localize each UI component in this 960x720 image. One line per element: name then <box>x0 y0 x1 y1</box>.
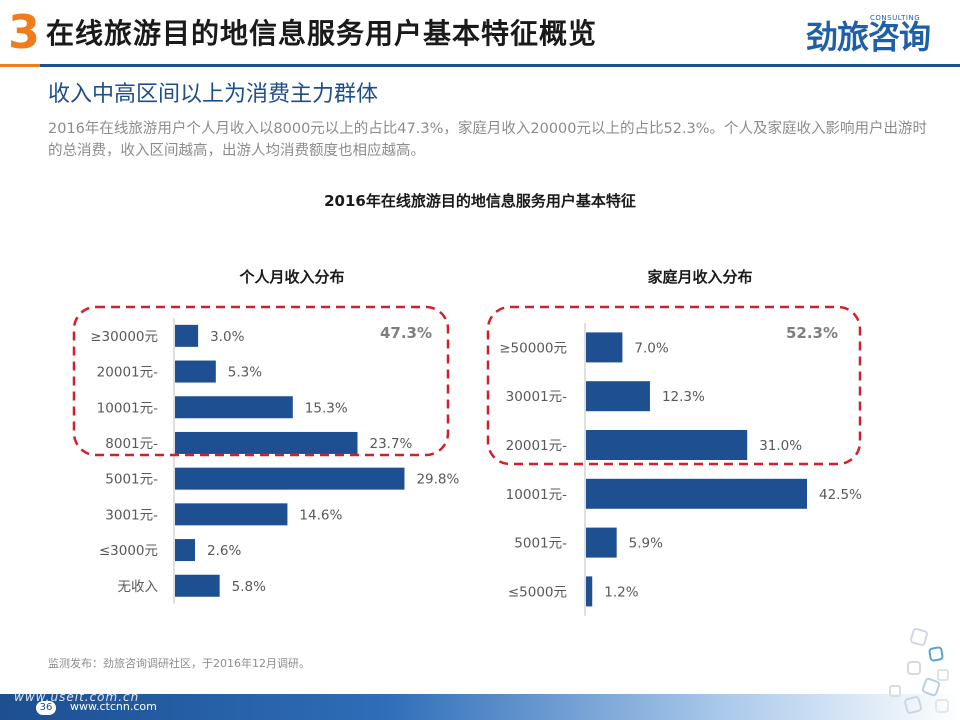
personal-bar <box>175 574 220 597</box>
slide-subtitle: 收入中高区间以上为消费主力群体 <box>48 82 379 107</box>
household-value-label: 12.3% <box>662 389 705 405</box>
personal-value-label: 29.8% <box>416 472 459 488</box>
personal-category-label: 10001元- <box>97 400 158 416</box>
personal-category-label: 20001元- <box>97 365 158 381</box>
personal-bar <box>175 503 288 526</box>
header: 3 在线旅游目的地信息服务用户基本特征概览 CONSULTING 劲旅咨询 <box>0 0 960 64</box>
logo-english-text: CONSULTING <box>870 14 921 22</box>
personal-value-label: 5.8% <box>232 579 266 595</box>
personal-bar <box>175 539 196 562</box>
company-logo: CONSULTING 劲旅咨询 <box>806 14 946 58</box>
personal-value-label: 23.7% <box>369 436 412 452</box>
household-bar <box>586 332 623 363</box>
household-income-title: 家庭月收入分布 <box>647 268 753 286</box>
household-value-label: 1.2% <box>604 584 638 600</box>
personal-category-label: 3001元- <box>105 507 158 523</box>
data-source-note: 监测发布：劲旅咨询调研社区，于2016年12月调研。 <box>48 657 310 670</box>
decorative-squares-icon <box>889 628 949 714</box>
personal-bar <box>175 324 199 347</box>
page-number: 36 <box>36 701 56 715</box>
household-value-label: 42.5% <box>819 487 862 503</box>
logo-chinese-text: 劲旅咨询 <box>806 18 931 56</box>
header-divider-accent <box>0 64 40 67</box>
household-category-label: 5001元- <box>514 536 567 552</box>
personal-bar <box>175 467 405 490</box>
personal-bar <box>175 396 293 419</box>
personal-value-label: 14.6% <box>299 507 342 523</box>
slide-description: 2016年在线旅游用户个人月收入以8000元以上的占比47.3%，家庭月收入20… <box>48 121 928 159</box>
chart-title: 2016年在线旅游目的地信息服务用户基本特征 <box>324 192 636 210</box>
household-bar <box>586 430 748 460</box>
section-number: 3 <box>8 5 41 59</box>
household-category-label: ≤5000元 <box>508 584 567 600</box>
footer-website: www.ctcnn.com <box>70 700 157 713</box>
household-category-label: ≥50000元 <box>499 340 567 356</box>
personal-category-label: 无收入 <box>118 579 159 595</box>
personal-highlight-total: 47.3% <box>380 324 432 342</box>
personal-highlight-box <box>72 305 450 457</box>
household-bar <box>586 478 807 509</box>
personal-category-label: ≤3000元 <box>99 543 158 559</box>
personal-value-label: 15.3% <box>305 400 348 416</box>
household-category-label: 30001元- <box>506 389 567 405</box>
header-divider <box>0 64 960 67</box>
personal-value-label: 2.6% <box>207 543 241 559</box>
personal-bar <box>175 360 216 383</box>
personal-income-title: 个人月收入分布 <box>239 268 345 286</box>
footer-bar <box>0 694 960 720</box>
personal-value-label: 3.0% <box>210 329 244 345</box>
household-bar <box>586 381 650 412</box>
household-bar <box>586 576 593 607</box>
household-value-label: 31.0% <box>759 438 802 454</box>
page-title: 在线旅游目的地信息服务用户基本特征概览 <box>46 17 598 50</box>
household-category-label: 20001元- <box>506 438 567 454</box>
personal-bar <box>175 431 358 454</box>
personal-value-label: 5.3% <box>228 365 262 381</box>
watermark-text: www.useit.com.cn <box>14 690 140 704</box>
personal-category-label: 8001元- <box>105 436 158 452</box>
personal-category-label: ≥30000元 <box>90 329 158 345</box>
household-highlight-total: 52.3% <box>786 324 838 342</box>
household-category-label: 10001元- <box>506 487 567 503</box>
household-value-label: 5.9% <box>629 536 663 552</box>
household-bar <box>586 527 617 558</box>
household-value-label: 7.0% <box>634 340 668 356</box>
personal-category-label: 5001元- <box>105 472 158 488</box>
